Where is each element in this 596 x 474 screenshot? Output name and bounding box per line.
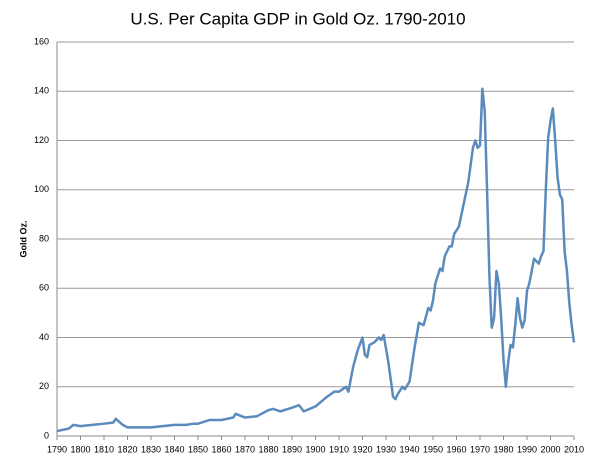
x-tick-label: 1850 — [188, 444, 208, 454]
data-line — [56, 87, 576, 433]
x-tick-label: 1940 — [399, 444, 419, 454]
x-tick-label: 1920 — [352, 444, 372, 454]
x-tick-label: 1830 — [141, 444, 161, 454]
x-tick-label: 1950 — [423, 444, 443, 454]
y-tick-label: 100 — [34, 184, 49, 194]
y-tick-label: 40 — [39, 332, 49, 342]
y-tick-label: 20 — [39, 381, 49, 391]
y-tick-label: 0 — [44, 430, 49, 440]
y-tick-label: 60 — [39, 283, 49, 293]
chart-title: U.S. Per Capita GDP in Gold Oz. 1790-201… — [130, 9, 465, 28]
x-tick-label: 1820 — [117, 444, 137, 454]
x-tick-label: 1930 — [376, 444, 396, 454]
x-tick-label: 2000 — [540, 444, 560, 454]
y-tick-label: 120 — [34, 135, 49, 145]
x-tick-label: 1960 — [446, 444, 466, 454]
x-tick-label: 1790 — [47, 444, 67, 454]
x-tick-label: 1890 — [282, 444, 302, 454]
x-tick-label: 1990 — [517, 444, 537, 454]
x-tick-label: 1900 — [305, 444, 325, 454]
y-axis-label: Gold Oz. — [18, 221, 28, 258]
y-tick-label: 140 — [34, 86, 49, 96]
x-tick-label: 1800 — [70, 444, 90, 454]
x-tick-label: 1860 — [211, 444, 231, 454]
x-tick-label: 2010 — [564, 444, 584, 454]
y-tick-label: 160 — [34, 36, 49, 46]
x-tick-label: 1840 — [164, 444, 184, 454]
x-tick-label: 1980 — [493, 444, 513, 454]
x-tick-label: 1880 — [258, 444, 278, 454]
x-tick-label: 1870 — [235, 444, 255, 454]
x-tick-label: 1970 — [470, 444, 490, 454]
x-tick-label: 1810 — [94, 444, 114, 454]
x-tick-label: 1910 — [329, 444, 349, 454]
y-tick-label: 80 — [39, 233, 49, 243]
